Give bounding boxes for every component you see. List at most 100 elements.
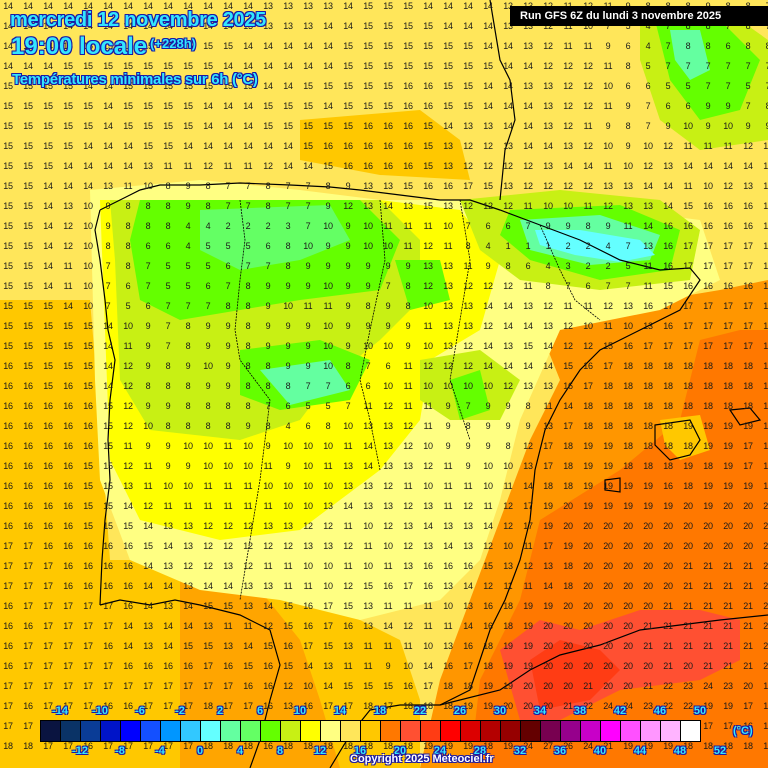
grid-value: 21 — [743, 581, 753, 591]
grid-value: 14 — [43, 61, 53, 71]
grid-value: 21 — [743, 621, 753, 631]
grid-value: 16 — [23, 481, 33, 491]
grid-value: 16 — [263, 661, 273, 671]
grid-value: 14 — [103, 81, 113, 91]
grid-value: 10 — [323, 321, 333, 331]
grid-value: 11 — [163, 501, 173, 511]
grid-value: 20 — [683, 501, 693, 511]
grid-value: 12 — [383, 521, 393, 531]
grid-value: 9 — [105, 221, 111, 231]
grid-value: 7 — [605, 21, 611, 31]
legend-tick-top: 46 — [653, 705, 667, 717]
grid-value: 13 — [503, 341, 513, 351]
grid-value: 17 — [43, 581, 53, 591]
grid-value: 11 — [223, 441, 233, 451]
grid-value: 10 — [383, 241, 393, 251]
grid-value: 12 — [583, 181, 593, 191]
grid-value: 13 — [263, 1, 273, 11]
grid-value: 17 — [23, 581, 33, 591]
grid-value: 15 — [443, 41, 453, 51]
grid-value: 13 — [323, 661, 333, 671]
grid-value: 9 — [185, 361, 191, 371]
grid-value: 15 — [203, 601, 213, 611]
grid-value: 3 — [565, 261, 571, 271]
grid-value: 10 — [383, 381, 393, 391]
grid-value: 12 — [63, 241, 73, 251]
grid-value: 18 — [343, 741, 353, 751]
grid-value: 5 — [745, 81, 751, 91]
grid-value: 11 — [223, 621, 233, 631]
grid-value: 7 — [745, 101, 751, 111]
grid-value: 10 — [243, 441, 253, 451]
grid-value: 26 — [563, 741, 573, 751]
grid-value: 18 — [203, 741, 213, 751]
grid-value: 9 — [365, 321, 371, 331]
legend-swatch — [261, 721, 281, 741]
grid-value: 6 — [145, 301, 151, 311]
grid-value: 20 — [743, 541, 753, 551]
grid-value: 10 — [623, 321, 633, 331]
grid-value: 15 — [43, 301, 53, 311]
grid-value: 14 — [243, 101, 253, 111]
grid-value: 15 — [363, 1, 373, 11]
grid-value: 15 — [83, 41, 93, 51]
grid-value: 13 — [323, 501, 333, 511]
grid-value: 7 — [305, 181, 311, 191]
grid-value: 15 — [183, 101, 193, 111]
grid-value: 16 — [63, 541, 73, 551]
grid-value: 16 — [63, 501, 73, 511]
grid-value: 17 — [683, 321, 693, 331]
grid-value: 14 — [243, 141, 253, 151]
grid-value: 8 — [245, 341, 251, 351]
grid-value: 11 — [263, 461, 273, 471]
grid-value: 7 — [705, 81, 711, 91]
grid-value: 16 — [223, 661, 233, 671]
grid-value: 20 — [583, 661, 593, 671]
grid-value: 8 — [265, 421, 271, 431]
grid-value: 18 — [623, 361, 633, 371]
grid-value: 11 — [563, 301, 573, 311]
legend-swatch — [361, 721, 381, 741]
grid-value: 15 — [23, 181, 33, 191]
grid-value: 11 — [343, 661, 353, 671]
grid-value: 10 — [323, 561, 333, 571]
grid-value: 12 — [543, 41, 553, 51]
grid-value: 18 — [583, 401, 593, 411]
grid-value: 14 — [123, 161, 133, 171]
grid-value: 16 — [743, 201, 753, 211]
grid-value: 14 — [123, 641, 133, 651]
grid-value: 14 — [43, 41, 53, 51]
grid-value: 10 — [83, 241, 93, 251]
grid-value: 11 — [283, 561, 293, 571]
grid-value: 20 — [603, 621, 613, 631]
grid-value: 21 — [763, 621, 768, 631]
grid-value: 15 — [423, 121, 433, 131]
grid-value: 6 — [625, 41, 631, 51]
grid-value: 14 — [23, 41, 33, 51]
grid-value: 18 — [403, 741, 413, 751]
grid-value: 11 — [303, 581, 313, 591]
grid-value: 9 — [305, 321, 311, 331]
grid-value: 11 — [403, 601, 413, 611]
grid-value: 14 — [203, 121, 213, 131]
grid-value: 14 — [283, 81, 293, 91]
grid-value: 14 — [323, 41, 333, 51]
grid-value: 9 — [385, 261, 391, 271]
grid-value: 14 — [383, 621, 393, 631]
grid-value: 20 — [583, 601, 593, 611]
grid-value: 13 — [123, 481, 133, 491]
grid-value: 5 — [625, 261, 631, 271]
grid-value: 9 — [185, 181, 191, 191]
grid-value: 7 — [625, 241, 631, 251]
grid-value: 14 — [483, 101, 493, 111]
grid-value: 2 — [265, 221, 271, 231]
grid-value: 9 — [185, 201, 191, 211]
grid-value: 12 — [583, 81, 593, 91]
grid-value: 18 — [683, 381, 693, 391]
grid-value: 21 — [663, 621, 673, 631]
grid-value: 20 — [643, 661, 653, 671]
grid-value: 14 — [103, 141, 113, 151]
grid-value: 14 — [163, 641, 173, 651]
grid-value: 2 — [565, 241, 571, 251]
grid-value: 20 — [583, 621, 593, 631]
